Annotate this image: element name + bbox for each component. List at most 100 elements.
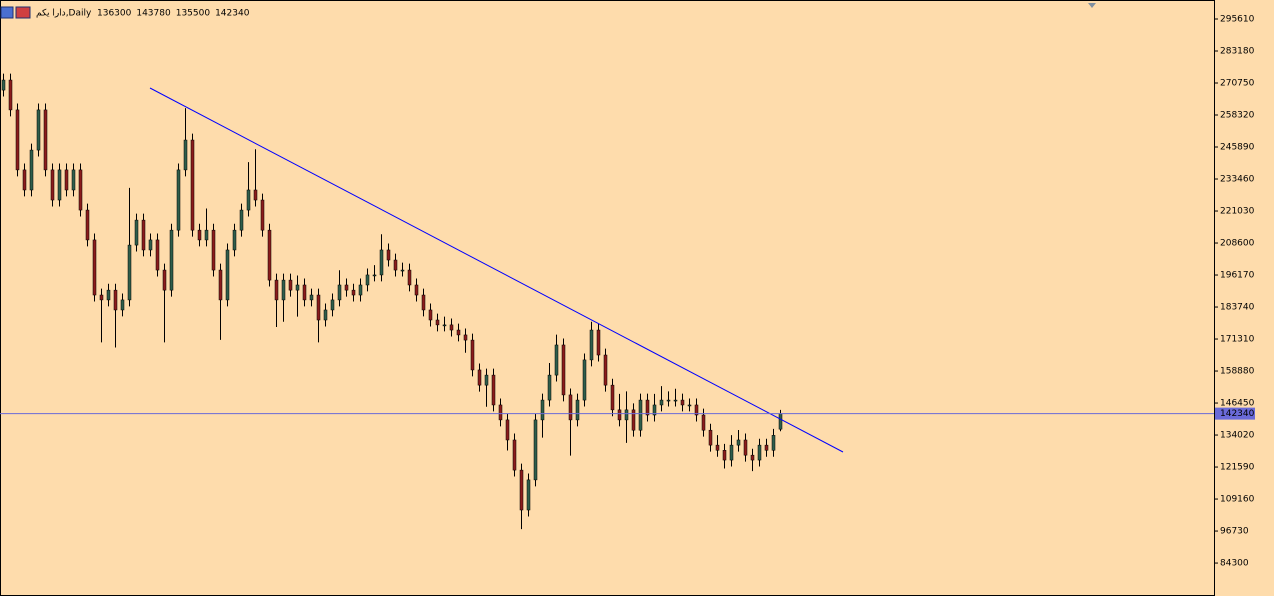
price-label: 142340 [1220,409,1255,419]
y-tick-label: 258320 [1220,111,1255,121]
candle-body [526,479,531,511]
candle-body [694,404,699,416]
candle-body [309,294,314,301]
candle-body [554,344,559,376]
header-value: 142340 [215,9,250,19]
candle-body [652,404,657,416]
candle-body [239,209,244,231]
candle-body [155,239,160,271]
candle-body [99,294,104,301]
candle-body [323,309,328,321]
candle-body [232,229,237,251]
candle-body [701,414,706,431]
candle-body [92,239,97,296]
candle-body [589,329,594,361]
candle-body [400,269,405,272]
candle-body [225,249,230,301]
candle-body [64,169,69,191]
candle-body [540,399,545,421]
candle-body [505,419,510,441]
y-tick-label: 283180 [1220,47,1255,57]
candle-body [71,169,76,191]
candle-body [421,294,426,311]
candle-body [428,309,433,321]
trendline [149,87,844,453]
candle-body [204,229,209,241]
candle-body [771,435,776,451]
candle-body [435,319,440,326]
candle-body [624,409,629,421]
candle-body [568,394,573,421]
candle-body [386,249,391,261]
header-value: 143780 [136,9,171,19]
y-tick-label: 121590 [1220,463,1255,473]
candle-body [596,329,601,356]
candle-body [162,269,167,291]
candle-body [50,169,55,201]
toolbar-icon[interactable] [0,6,14,19]
candle-body [358,284,363,296]
y-tick-label: 208600 [1220,239,1255,249]
candle-body [470,339,475,371]
candle-body [176,169,181,231]
candle-body [519,469,524,511]
candle-body [22,169,27,191]
symbol-label: دارا یکم,Daily [36,9,92,19]
y-tick-label: 96730 [1220,527,1249,537]
candle-body [57,169,62,201]
candle-body [715,444,720,451]
candle-body [379,249,384,276]
candle-body [603,354,608,386]
y-tick-label: 183740 [1220,303,1255,313]
candle-body [484,374,489,386]
candle-body [1,79,6,91]
candle-body [260,199,265,231]
candle-body [141,219,146,251]
candle-body [29,149,34,191]
candle-body [561,344,566,396]
candle-body [645,399,650,416]
candle-body [757,444,762,461]
candle-body [414,284,419,296]
candle-body [736,439,741,446]
candle-body [673,399,678,402]
y-tick-label: 295610 [1220,15,1255,25]
y-tick-label: 171310 [1220,335,1255,345]
toolbar-icon[interactable] [15,6,31,19]
price-label-box [1215,407,1255,420]
y-tick-label: 134020 [1220,431,1255,441]
candle-body [722,450,727,461]
candle-body [302,284,307,301]
candle-body [253,189,258,201]
candle-body [15,109,20,171]
candle-body [498,404,503,421]
candle-body [197,229,202,241]
candle-body [246,189,251,211]
candle-body [638,399,643,431]
candle-body [477,369,482,386]
candle-body [393,259,398,271]
candle-body [183,139,188,171]
candle-body [351,289,356,296]
header-value: 136300 [97,9,132,19]
candle-body [610,384,615,411]
candle-body [288,279,293,291]
candle-body [463,334,468,341]
candle-body [708,429,713,446]
candle-body [372,274,377,277]
candle-body [78,169,83,211]
candle-body [316,294,321,321]
y-tick-label: 221030 [1220,207,1255,217]
candle-body [120,299,125,311]
y-tick-label: 270750 [1220,79,1255,89]
candle-body [274,279,279,301]
candle-body [337,284,342,301]
candle-body [449,324,454,331]
candle-body [344,284,349,291]
candle-body [582,359,587,401]
candle-body [8,79,13,111]
candle-body [491,374,496,406]
candle-body [169,229,174,291]
